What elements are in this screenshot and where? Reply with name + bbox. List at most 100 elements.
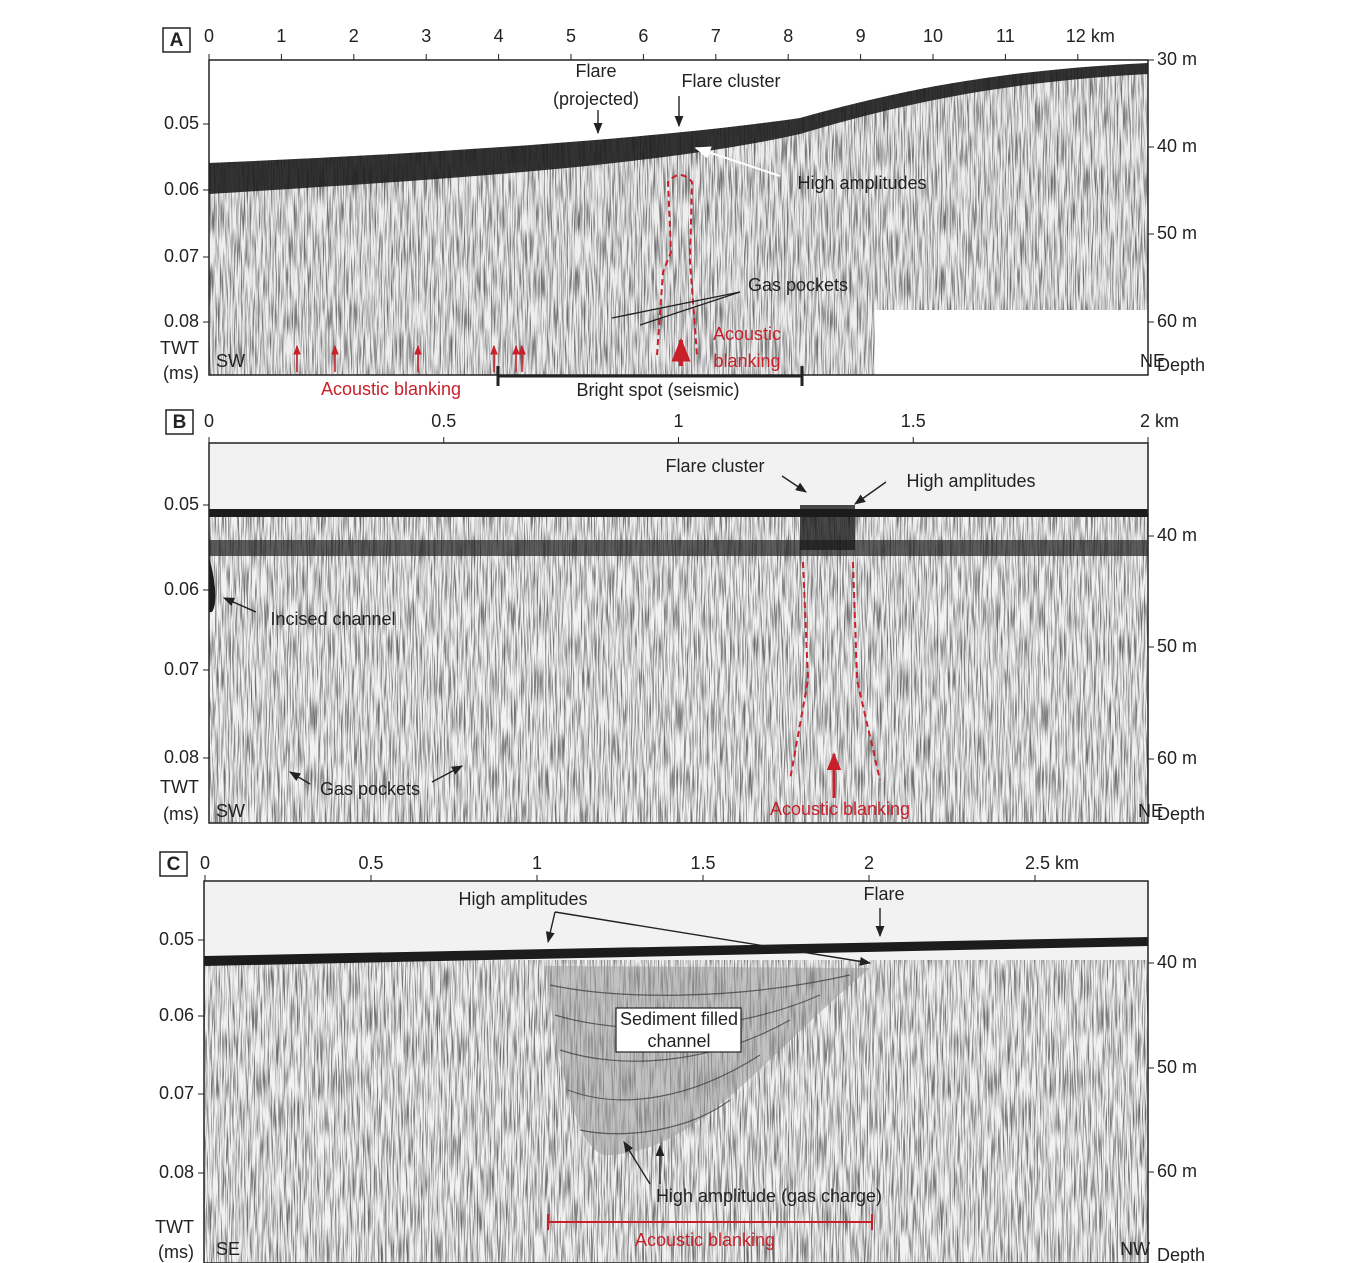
- incised-channel: [209, 556, 216, 612]
- reflector: [209, 540, 1148, 556]
- panel-label-box: [165, 409, 194, 435]
- depth-title: Depth: [1157, 1245, 1205, 1263]
- annotation: Flare: [863, 884, 904, 904]
- panel: C 0 0.5 1 1.5 2 2.5 km 0.05 0.06 0.07 0.08 TWT (ms) 4…: [155, 851, 1205, 1263]
- x-tick-label: 0: [200, 853, 210, 873]
- x-tick-label: 12 km: [1066, 26, 1115, 46]
- annotation: blanking: [713, 351, 780, 371]
- annotation: channel: [647, 1031, 710, 1051]
- annotation: Sediment filled: [620, 1009, 738, 1029]
- y-tick-label: 0.07: [159, 1083, 194, 1103]
- seafloor: [209, 63, 1148, 194]
- x-tick-label: 6: [638, 26, 648, 46]
- annotation: Flare cluster: [665, 456, 764, 476]
- arrow: [545, 911, 556, 944]
- profile-a: [208, 59, 1149, 386]
- y-tick-label: 0.06: [159, 1005, 194, 1025]
- depth-title: Depth: [1157, 355, 1205, 375]
- annotation: Bright spot (seismic): [576, 380, 739, 400]
- end-label: NE: [1138, 801, 1163, 821]
- depth-tick-label: 40 m: [1157, 525, 1197, 545]
- arrow: [781, 475, 807, 493]
- layer: [579, 1099, 731, 1135]
- end-label: SW: [216, 801, 245, 821]
- depth-tick-label: 40 m: [1157, 136, 1197, 156]
- x-tick-label: 2: [864, 853, 874, 873]
- annotation: Acoustic blanking: [321, 379, 461, 399]
- y-tick-label: 0.05: [164, 494, 199, 514]
- layer: [559, 1019, 791, 1062]
- x-tick-label: 1: [532, 853, 542, 873]
- x-tick-label: 10: [923, 26, 943, 46]
- panel-label-box: [162, 27, 191, 53]
- y-tick-label: 0.08: [164, 747, 199, 767]
- y-tick-label: 0.08: [164, 311, 199, 331]
- blanking-arrows: [293, 337, 691, 372]
- y-title: (ms): [163, 804, 199, 824]
- layer: [549, 974, 851, 996]
- arrow: [289, 771, 311, 785]
- x-tick-label: 1.5: [690, 853, 715, 873]
- blanking-bar: [547, 1214, 873, 1230]
- annotation: High amplitudes: [906, 471, 1035, 491]
- end-label: NW: [1120, 1239, 1150, 1259]
- x-tick-label: 0: [204, 26, 214, 46]
- arrow: [554, 911, 872, 966]
- blanking-outline: [789, 561, 881, 781]
- annotation: (projected): [553, 89, 639, 109]
- y-title: (ms): [158, 1242, 194, 1262]
- x-tick-label: 0.5: [358, 853, 383, 873]
- layer: [567, 1054, 761, 1101]
- y-tick-label: 0.05: [159, 929, 194, 949]
- x-tick-label: 0: [204, 411, 214, 431]
- pointers: [222, 475, 887, 785]
- y-tick-label: 0.06: [164, 579, 199, 599]
- end-label: NE: [1140, 351, 1165, 371]
- x-tick-label: 2.5 km: [1025, 853, 1079, 873]
- annotation: Gas pockets: [748, 275, 848, 295]
- x-tick-label: 7: [711, 26, 721, 46]
- seafloor: [204, 937, 1148, 966]
- no-data: [875, 310, 1148, 375]
- x-tick-label: 11: [996, 26, 1015, 46]
- depth-title: Depth: [1157, 804, 1205, 824]
- y-title: TWT: [160, 777, 199, 797]
- x-tick-label: 2: [349, 26, 359, 46]
- annotation: Gas pockets: [320, 779, 420, 799]
- arrow: [623, 1141, 651, 1185]
- panel-label: B: [173, 412, 187, 433]
- x-tick-label: 1: [276, 26, 286, 46]
- arrow: [222, 597, 257, 613]
- x-tick-label: 2 km: [1140, 411, 1179, 431]
- panel: B 0 0.5 1 1.5 2 km 0.05 0.06 0.07 0.08 TWT (ms) 40 m…: [160, 409, 1205, 824]
- depth-tick-label: 50 m: [1157, 223, 1197, 243]
- profile-b: [208, 442, 1149, 824]
- depth-tick-label: 50 m: [1157, 636, 1197, 656]
- x-tick-label: 8: [783, 26, 793, 46]
- y-tick-label: 0.06: [164, 179, 199, 199]
- frame: [203, 880, 1149, 1263]
- y-tick-label: 0.07: [164, 246, 199, 266]
- annotation: Acoustic blanking: [635, 1230, 775, 1250]
- annotation: High amplitude (gas charge): [656, 1186, 882, 1206]
- x-tick-label: 5: [566, 26, 576, 46]
- x-tick-label: 1: [673, 411, 683, 431]
- y-tick-label: 0.08: [159, 1162, 194, 1182]
- annotation: High amplitudes: [458, 889, 587, 909]
- bright-spot-bar: [496, 366, 804, 386]
- panel-label: A: [170, 30, 184, 51]
- arrow: [694, 146, 781, 177]
- panel: A 0 1 2 3 4 5 6 7 8 9 10 11 12 km 0.05 0.06 0.07 0.08 TWT (…: [160, 26, 1205, 400]
- high-amplitudes: [800, 505, 855, 550]
- arrow: [431, 765, 463, 783]
- depth-tick-label: 40 m: [1157, 952, 1197, 972]
- arrow: [854, 481, 887, 505]
- y-tick-label: 0.07: [164, 659, 199, 679]
- depth-tick-label: 60 m: [1157, 1161, 1197, 1181]
- x-tick-label: 1.5: [901, 411, 926, 431]
- seismic-texture: [209, 515, 1148, 823]
- seafloor: [209, 509, 1148, 517]
- pointer: [639, 291, 741, 326]
